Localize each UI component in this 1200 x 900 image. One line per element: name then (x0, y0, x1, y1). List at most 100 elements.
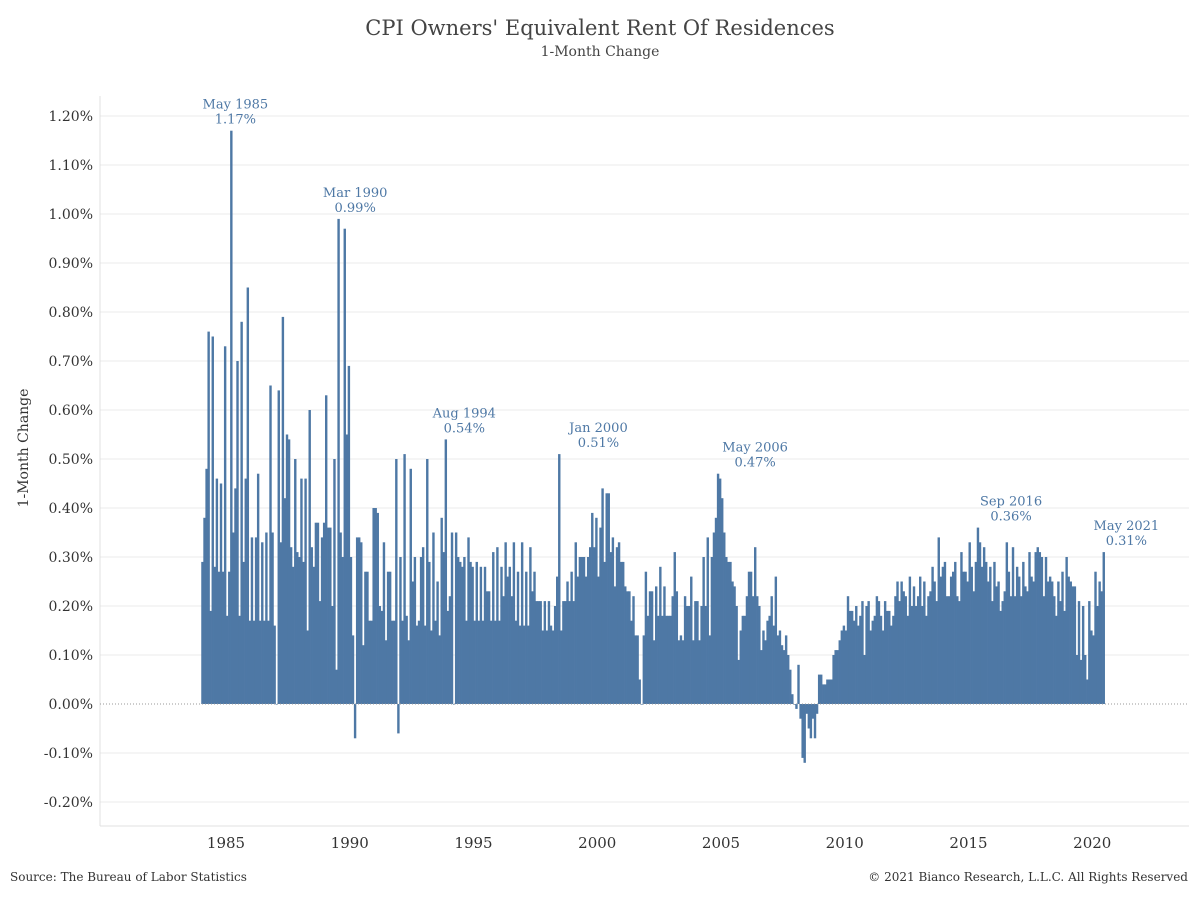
bar (974, 561, 978, 704)
bar (896, 581, 899, 704)
bar (432, 532, 435, 704)
bar (624, 586, 627, 704)
bar (246, 287, 250, 704)
bar (1034, 552, 1037, 704)
bar (450, 532, 454, 704)
bar (937, 537, 940, 704)
bar (545, 630, 549, 704)
bar (325, 395, 328, 704)
bar (811, 704, 815, 719)
bar (551, 630, 555, 704)
bar (916, 596, 920, 704)
bar (609, 552, 613, 704)
bar (985, 561, 988, 704)
bar (300, 478, 303, 704)
bar (941, 566, 945, 704)
y-tick-label: 0.70% (49, 354, 93, 370)
y-tick-label: 1.00% (49, 207, 93, 223)
bar (797, 664, 800, 704)
bar (512, 542, 516, 704)
bar (1001, 601, 1004, 704)
bar (632, 596, 635, 704)
bar (910, 606, 914, 704)
bar (562, 601, 565, 704)
bar (978, 542, 982, 704)
bar (393, 620, 396, 704)
x-tick-label: 1995 (454, 834, 492, 852)
bar (747, 571, 751, 704)
bar (935, 601, 938, 704)
bar (902, 591, 905, 704)
x-tick-labels: 1985 1990 1995 2000 2005 2010 2015 2020 (207, 834, 1111, 852)
bar (502, 596, 505, 704)
bar (539, 601, 542, 704)
bar (312, 566, 316, 704)
bar (481, 620, 485, 704)
bar (628, 591, 631, 704)
bar (1084, 655, 1087, 704)
bar (762, 630, 765, 704)
y-tick-label: 0.30% (49, 550, 93, 566)
bar (1055, 615, 1058, 704)
bar (760, 650, 763, 704)
annotation-date: May 2021 (1094, 519, 1160, 534)
bar (252, 620, 256, 704)
bar (867, 601, 870, 704)
bar (615, 547, 619, 704)
bar (795, 704, 798, 709)
bar (1044, 557, 1048, 704)
bar (471, 566, 474, 704)
bar (619, 561, 623, 704)
bar (1081, 606, 1085, 704)
bar (803, 704, 806, 763)
bar (570, 571, 573, 704)
bar (817, 674, 821, 704)
bar (403, 454, 406, 704)
bar (894, 596, 897, 704)
bar (320, 537, 324, 704)
bar (442, 552, 445, 704)
bar (405, 615, 408, 704)
bar (741, 615, 745, 704)
bar (706, 537, 709, 704)
bar (496, 547, 499, 704)
bar (248, 620, 252, 704)
bar (310, 547, 313, 704)
bar (846, 596, 850, 704)
bar (209, 610, 212, 704)
bar (778, 630, 782, 704)
bar (828, 679, 831, 704)
bar (912, 586, 916, 704)
bar (968, 542, 971, 704)
bar (269, 385, 272, 704)
bar (822, 684, 825, 704)
bar (421, 547, 425, 704)
bar (584, 576, 588, 704)
bar (574, 542, 577, 704)
bar (1075, 655, 1079, 704)
y-tick-label: 0.10% (49, 648, 93, 664)
bar (972, 591, 976, 704)
bar (259, 620, 262, 704)
bar (250, 537, 254, 704)
bar (279, 542, 283, 704)
chart-subtitle: 1-Month Change (540, 44, 660, 60)
bar (413, 557, 417, 704)
bar (549, 625, 553, 704)
bar (886, 610, 889, 704)
bar (271, 532, 274, 704)
chart-title: CPI Owners' Equivalent Rent Of Residence… (365, 16, 835, 40)
bar (473, 620, 476, 704)
bar (993, 561, 996, 704)
y-tick-label: 0.80% (49, 305, 93, 321)
bar (331, 606, 334, 704)
bar (448, 596, 452, 704)
bar (215, 478, 219, 704)
bar (871, 620, 874, 704)
bar (834, 650, 837, 704)
bar (541, 630, 544, 704)
bar (873, 615, 877, 704)
bar (467, 537, 470, 704)
bar (430, 630, 433, 704)
